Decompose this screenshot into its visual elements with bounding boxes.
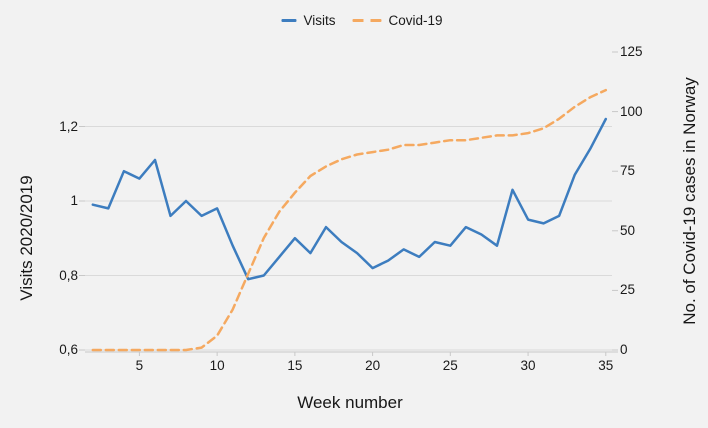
series-visits-line xyxy=(91,117,608,281)
series-covid-19-line xyxy=(91,88,608,352)
y-right-tick-label: 125 xyxy=(620,44,643,59)
legend-label: Covid-19 xyxy=(388,13,443,28)
y-left-tick-label: 1 xyxy=(70,193,78,208)
x-tick-label: 35 xyxy=(598,358,614,373)
x-tick-label: 30 xyxy=(520,358,536,373)
y-left-tick-label: 1,2 xyxy=(59,118,78,134)
x-axis-label: Week number xyxy=(297,393,403,412)
legend-swatch-dashed xyxy=(352,19,382,22)
x-tick-label: 20 xyxy=(365,358,381,373)
y-right-tick-label: 50 xyxy=(620,222,636,238)
y-right-tick-label: 100 xyxy=(620,103,643,119)
x-tick-label: 10 xyxy=(209,358,225,373)
y-left-tick-label: 0,8 xyxy=(59,267,78,283)
legend-item: Covid-19 xyxy=(352,13,443,28)
legend-label: Visits xyxy=(303,13,336,28)
x-tick-label: 5 xyxy=(135,358,144,373)
legend: Visits Covid-19 xyxy=(281,13,443,28)
y-axis-label-right: No. of Covid-19 cases in Norway xyxy=(680,77,699,325)
legend-item: Visits xyxy=(281,13,335,28)
x-tick-label: 15 xyxy=(287,358,303,373)
x-tick-label: 25 xyxy=(442,358,458,373)
legend-swatch-solid xyxy=(281,19,297,22)
y-left-tick-label: 0,6 xyxy=(59,342,78,357)
y-right-tick-label: 0 xyxy=(620,342,628,357)
y-right-tick-label: 25 xyxy=(620,282,636,298)
y-right-tick-label: 75 xyxy=(620,163,636,179)
